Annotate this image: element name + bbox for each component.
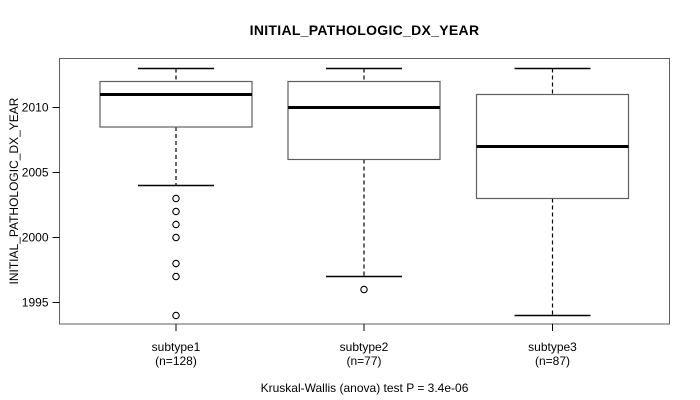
y-tick-label: 2010	[22, 101, 49, 115]
y-tick-label: 1995	[22, 296, 49, 310]
outlier-point	[172, 311, 180, 320]
x-group-n-label: (n=128)	[155, 354, 197, 368]
box-group-subtype3: subtype3(n=87)	[475, 67, 630, 368]
outlier-point	[360, 285, 368, 294]
y-tick-label: 2000	[22, 231, 49, 245]
box-group-subtype2: subtype2(n=77)	[287, 67, 441, 368]
x-group-n-label: (n=87)	[535, 354, 570, 368]
outlier-point	[172, 233, 180, 242]
x-group-label: subtype2	[340, 340, 389, 354]
outlier-point	[172, 220, 180, 229]
x-group-n-label: (n=77)	[346, 354, 381, 368]
outlier-point	[172, 259, 180, 268]
x-group-label: subtype1	[152, 340, 201, 354]
outlier-point	[172, 207, 180, 216]
chart-title: INITIAL_PATHOLOGIC_DX_YEAR	[249, 22, 480, 38]
iqr-box	[99, 80, 253, 128]
outlier-point	[172, 272, 180, 281]
stats-caption: Kruskal-Wallis (anova) test P = 3.4e-06	[260, 381, 469, 395]
outlier-point	[172, 194, 180, 203]
y-tick-label: 2005	[22, 166, 49, 180]
box-group-subtype1: subtype1(n=128)	[99, 67, 253, 368]
x-group-label: subtype3	[528, 340, 577, 354]
iqr-box	[287, 80, 441, 161]
